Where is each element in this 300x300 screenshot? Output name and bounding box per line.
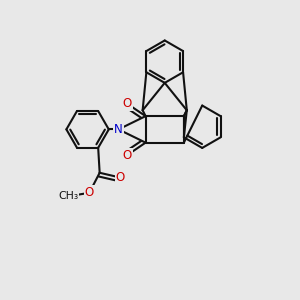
Text: O: O xyxy=(85,186,94,199)
Text: O: O xyxy=(123,97,132,110)
Text: O: O xyxy=(123,148,132,161)
Text: N: N xyxy=(114,123,123,136)
Text: CH₃: CH₃ xyxy=(58,191,78,201)
Text: O: O xyxy=(116,171,125,184)
